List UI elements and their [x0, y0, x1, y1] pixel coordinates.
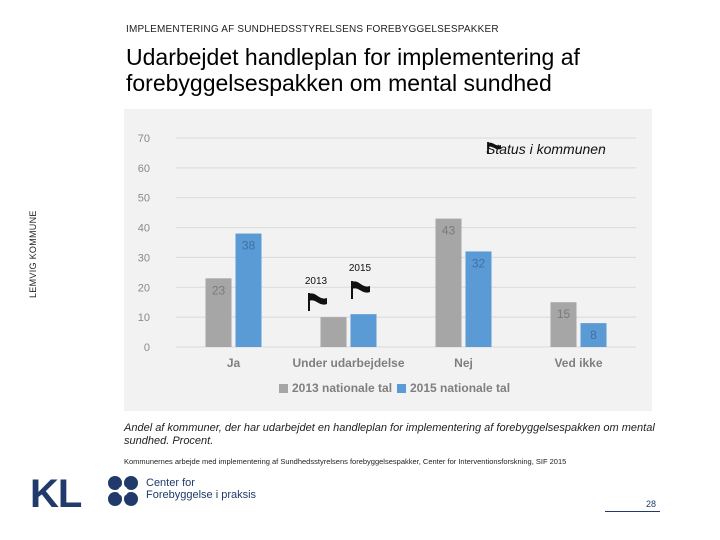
legend-label: 2013 nationale tal	[292, 381, 392, 395]
y-tick-label: 40	[138, 223, 150, 235]
bar	[235, 233, 262, 347]
header-text: IMPLEMENTERING AF SUNDHEDSSTYRELSENS FOR…	[126, 24, 499, 35]
center-line-2: Forebyggelse i praksis	[146, 489, 257, 501]
flag-2013-icon	[309, 293, 327, 305]
data-label: 32	[472, 256, 486, 270]
annotation-2013: 2013	[305, 276, 328, 287]
source-text: Kommunernes arbejde med implementering a…	[124, 457, 567, 466]
chart-caption: Andel af kommuner, der har udarbejdet en…	[124, 422, 655, 447]
legend-swatch	[279, 384, 288, 393]
bar	[350, 314, 377, 347]
bar-chart: 0 10 20 30 40 50 60 70 23 38 Ja Under udarbejdelse 4…	[138, 133, 636, 395]
flag-2015-icon	[352, 281, 370, 293]
kl-logo: KL	[30, 472, 82, 516]
page-divider	[605, 511, 660, 512]
annotation-2015: 2015	[349, 263, 372, 274]
status-label: Status i kommunen	[486, 141, 606, 157]
data-label: 23	[212, 283, 226, 297]
chart-area: 0 10 20 30 40 50 60 70 23 38 Ja Under udarbejdelse 4…	[124, 109, 652, 411]
x-tick-label: Ja	[227, 356, 241, 370]
center-logo-icon	[108, 476, 138, 506]
data-label: 8	[590, 328, 597, 342]
data-label: 15	[557, 307, 571, 321]
bar	[465, 251, 492, 347]
x-tick-label: Ved ikke	[554, 356, 602, 370]
y-tick-label: 20	[138, 282, 150, 294]
data-label: 43	[442, 224, 456, 238]
bar	[320, 317, 347, 347]
y-tick-label: 10	[138, 312, 150, 324]
legend-label: 2015 nationale tal	[410, 381, 510, 395]
bar	[550, 302, 577, 347]
y-tick-label: 60	[138, 163, 150, 175]
bar	[205, 278, 232, 347]
y-tick-label: 30	[138, 252, 150, 264]
x-tick-label: Under udarbejdelse	[292, 356, 404, 370]
center-logo-text: Center for Forebyggelse i praksis	[146, 478, 256, 501]
flag-icon	[487, 142, 501, 154]
center-line-1: Center for	[146, 477, 195, 489]
y-tick-label: 50	[138, 193, 150, 205]
data-label: 38	[242, 239, 256, 253]
legend-swatch	[397, 384, 406, 393]
bar	[435, 218, 462, 347]
page-number: 28	[646, 499, 657, 509]
x-tick-label: Nej	[454, 356, 473, 370]
page-title: Udarbejdet handleplan for implementering…	[126, 44, 580, 96]
y-tick-label: 0	[144, 342, 150, 354]
side-label: LEMVIG KOMMUNE	[28, 210, 38, 298]
bar	[580, 323, 607, 347]
status-text: Status i kommunen	[486, 141, 606, 157]
y-tick-label: 70	[138, 133, 150, 145]
